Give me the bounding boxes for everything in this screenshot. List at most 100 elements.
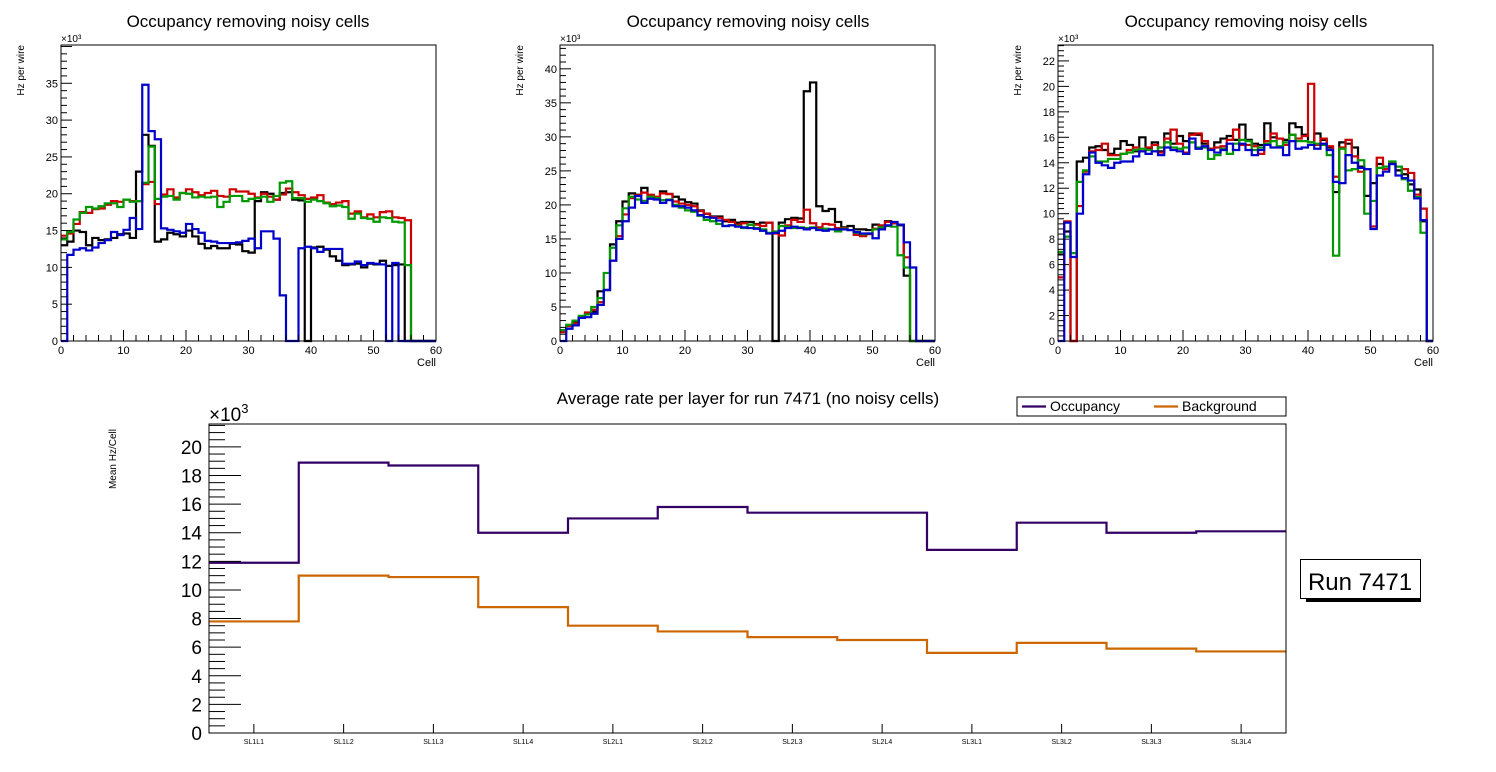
legend-box (1016, 396, 1287, 417)
x-tick-label: SL2L1 (603, 739, 623, 746)
x-tick-label: 0 (557, 345, 563, 357)
y-tick-label: 10 (545, 268, 557, 280)
x-axis-label: Cell (1414, 357, 1433, 369)
occupancy-plot-1: Occupancy removing noisy cells 0 5 10 15 20 25… (16, 12, 442, 369)
y-axis-label: Mean Hz/Cell (108, 429, 119, 489)
x-tick-label: SL3L4 (1231, 739, 1251, 746)
y-tick-label: 4 (1049, 285, 1055, 297)
y-tick-label: 0 (551, 336, 557, 348)
occupancy-plot-2: Occupancy removing noisy cells 0 5 10 15 20 25… (515, 12, 941, 369)
x-tick-label: 20 (1177, 345, 1189, 357)
y-tick-label: 25 (46, 152, 58, 164)
y-tick-label: 20 (181, 438, 202, 459)
y-tick-label: 35 (46, 78, 58, 90)
y-tick-label: 40 (545, 64, 557, 76)
x-tick-label: SL1L1 (244, 739, 264, 746)
y-tick-label: 20 (545, 200, 557, 212)
series-occupancy-line (209, 461, 1286, 564)
x-tick-label: SL2L4 (872, 739, 892, 746)
y-tick-label: 6 (1049, 260, 1055, 272)
y-tick-label: 0 (52, 336, 58, 348)
x-tick-label: 0 (1055, 345, 1061, 357)
x-tick-label: 10 (1114, 345, 1126, 357)
run-annotation: Run 7471 (1300, 559, 1421, 602)
series-red-line (560, 191, 935, 343)
average-rate-plot: Average rate per layer for run 7471 (no … (108, 389, 1287, 746)
plot-frame (208, 423, 1287, 734)
y-axis-label: Hz per wire (515, 45, 526, 96)
x-tick-label: 50 (1364, 345, 1376, 357)
x-tick-label: SL1L2 (334, 739, 354, 746)
plot-frame (559, 44, 936, 342)
y-tick-label: 16 (181, 495, 202, 516)
y-tick-label: 0 (1049, 336, 1055, 348)
x-tick-label: 0 (58, 345, 64, 357)
y-tick-label: 12 (1043, 183, 1055, 195)
y-exponent-base: ×10 (209, 405, 241, 426)
x-axis-label: Cell (916, 357, 935, 369)
y-tick-label: 15 (46, 226, 58, 238)
series-background-line (209, 574, 1286, 654)
y-exponent-label: ×10³ (1058, 34, 1079, 45)
legend: Occupancy Background (1016, 396, 1287, 417)
x-tick-label: 60 (430, 345, 442, 357)
x-tick-label: 30 (1239, 345, 1251, 357)
y-exponent-label: ×10³ (61, 34, 82, 45)
y-tick-label: 10 (181, 581, 202, 602)
x-tick-label: SL1L4 (513, 739, 533, 746)
y-tick-label: 8 (1049, 234, 1055, 246)
x-tick-label: 60 (929, 345, 941, 357)
y-axis-label: Hz per wire (16, 45, 27, 96)
legend-occupancy-label: Occupancy (1050, 398, 1120, 414)
x-tick-label: SL3L2 (1052, 739, 1072, 746)
annotation-shadow (1306, 598, 1421, 602)
y-tick-label: 6 (191, 638, 202, 659)
y-tick-label: 4 (191, 667, 202, 688)
y-tick-label: 10 (1043, 209, 1055, 221)
y-tick-label: 14 (1043, 158, 1055, 170)
y-tick-label: 25 (545, 166, 557, 178)
y-tick-label: 14 (181, 524, 203, 545)
y-tick-label: 18 (181, 467, 202, 488)
x-tick-label: 20 (180, 345, 192, 357)
y-tick-label: 20 (1043, 81, 1055, 93)
x-tick-label: 60 (1427, 345, 1439, 357)
chart-title: Occupancy removing noisy cells (1125, 12, 1368, 31)
series-green-line (560, 195, 935, 343)
x-tick-label: 10 (616, 345, 628, 357)
x-tick-label: SL3L3 (1141, 739, 1161, 746)
y-tick-label: 16 (1043, 132, 1055, 144)
occupancy-plot-3: Occupancy removing noisy cells 0 2 4 6 8 10 12 1… (1013, 12, 1439, 369)
y-exponent-label: ×10³ (560, 34, 581, 45)
series-blue-line (1058, 137, 1433, 343)
y-tick-label: 30 (46, 115, 58, 127)
series-black-line (560, 81, 935, 343)
x-tick-label: 20 (679, 345, 691, 357)
x-tick-label: SL2L3 (782, 739, 802, 746)
y-tick-label: 18 (1043, 107, 1055, 119)
x-tick-label: 40 (1302, 345, 1314, 357)
y-exponent-power: 3 (241, 401, 248, 416)
x-tick-label: 10 (117, 345, 129, 357)
x-tick-label: 50 (367, 345, 379, 357)
x-tick-label: 40 (804, 345, 816, 357)
y-tick-label: 20 (46, 189, 58, 201)
y-tick-label: 5 (52, 299, 58, 311)
series-green-line (61, 145, 436, 343)
chart-title: Occupancy removing noisy cells (127, 12, 370, 31)
y-exponent-label: ×103 (209, 401, 248, 426)
y-tick-label: 30 (545, 132, 557, 144)
y-axis-label: Hz per wire (1013, 45, 1024, 96)
legend-background-label: Background (1182, 398, 1257, 414)
series-blue-line (61, 83, 436, 343)
x-tick-label: 40 (305, 345, 317, 357)
x-tick-label: SL2L2 (693, 739, 713, 746)
series-blue-line (560, 194, 935, 343)
y-tick-label: 0 (191, 724, 202, 745)
y-tick-label: 2 (191, 695, 202, 716)
x-tick-label: SL1L3 (423, 739, 443, 746)
x-tick-label: 30 (242, 345, 254, 357)
y-tick-label: 8 (191, 610, 202, 631)
x-axis-label: Cell (417, 357, 436, 369)
